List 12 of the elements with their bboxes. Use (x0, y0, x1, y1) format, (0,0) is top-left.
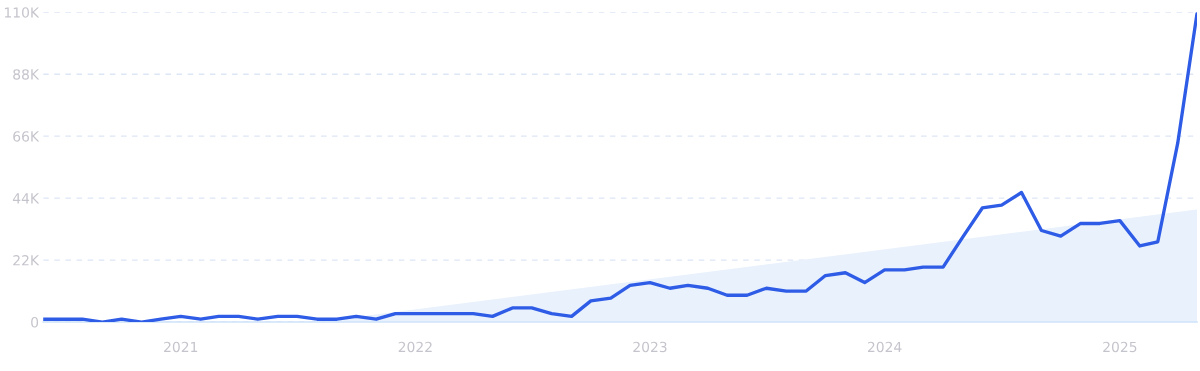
x-tick-label: 2023 (633, 341, 667, 353)
x-tick-label: 2025 (1103, 341, 1137, 353)
line-series (43, 12, 1197, 323)
y-tick-label: 66K (13, 131, 40, 142)
y-tick-label: 110K (4, 7, 40, 18)
x-tick-label: 2024 (867, 341, 902, 353)
x-tick-label: 2021 (164, 341, 198, 353)
y-tick-label: 88K (13, 69, 40, 80)
y-tick-label: 22K (13, 255, 40, 266)
x-tick-label: 2022 (398, 341, 432, 353)
y-tick-label: 0 (31, 317, 39, 328)
y-tick-label: 44K (12, 193, 40, 204)
